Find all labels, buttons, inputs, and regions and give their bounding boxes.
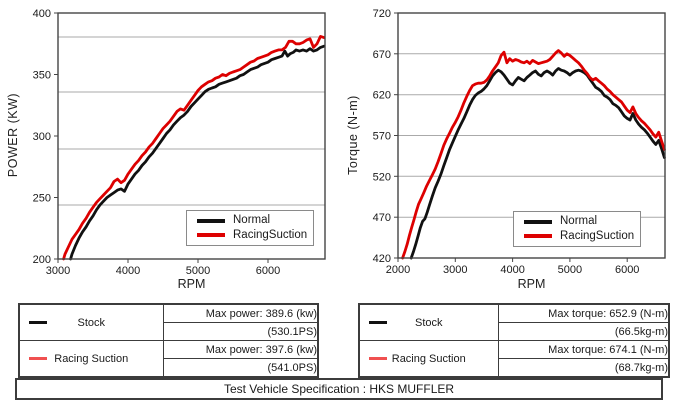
x-tick-label: 2000 <box>386 264 410 276</box>
y-tick-label: 420 <box>373 253 391 265</box>
max-power-racing: Max power: 397.6 (kw) <box>162 340 319 359</box>
torque-y-axis-title: Torque (N-m) <box>346 95 360 175</box>
series-line-racingsuction <box>401 49 666 260</box>
racing-line-swatch <box>369 357 387 360</box>
legend-item-normal: Normal <box>197 214 313 227</box>
power-y-axis-title: POWER (KW) <box>6 92 20 178</box>
normal-line-swatch <box>524 219 552 224</box>
normal-line-swatch <box>197 218 225 223</box>
y-tick-label: 520 <box>373 171 391 183</box>
test-vehicle-spec-bar: Test Vehicle Specification : HKS MUFFLER <box>15 378 663 400</box>
power-chart-canvas: 3000 4000 5000 6000 200 250 300 350 400 <box>33 8 326 277</box>
x-tick-label: 4000 <box>500 264 524 276</box>
stock-label-cell: Stock <box>358 303 499 341</box>
table-row: Stock Max torque: 652.9 (N-m) <box>358 303 670 341</box>
max-power-racing-ps: (541.0PS) <box>162 358 319 378</box>
y-tick-label: 350 <box>33 70 51 82</box>
y-tick-label: 300 <box>33 131 51 143</box>
x-tick-label: 6000 <box>615 264 639 276</box>
table-row: Stock Max power: 389.6 (kw) <box>18 303 319 341</box>
y-tick-label: 620 <box>373 90 391 102</box>
legend-item-normal: Normal <box>524 215 640 228</box>
y-tick-label: 670 <box>373 49 391 61</box>
y-tick-label: 720 <box>373 8 391 20</box>
legend-item-racingsuction: RacingSuction <box>524 229 640 243</box>
torque-x-axis-title: RPM <box>517 277 546 291</box>
torque-chart: 2000 3000 4000 5000 6000 420 470 520 570 620 670 72… <box>340 0 680 300</box>
y-tick-label: 200 <box>33 254 51 266</box>
series-line-normal <box>69 44 326 261</box>
legend-label: RacingSuction <box>560 229 635 242</box>
legend-item-racingsuction: RacingSuction <box>197 228 313 242</box>
stock-label: Stock <box>414 316 443 329</box>
power-legend: Normal RacingSuction <box>186 210 314 246</box>
racing-label: Racing Suction <box>54 352 129 365</box>
racing-line-swatch <box>29 357 47 360</box>
legend-label: Normal <box>233 214 271 226</box>
racing-label: Racing Suction <box>391 352 466 365</box>
max-power-stock-ps: (530.1PS) <box>162 322 319 341</box>
x-tick-label: 5000 <box>558 264 582 276</box>
table-row: Racing Suction Max torque: 674.1 (N-m) <box>358 340 670 378</box>
x-tick-label: 3000 <box>46 265 70 277</box>
y-tick-label: 400 <box>33 8 51 20</box>
x-tick-label: 3000 <box>443 264 467 276</box>
y-tick-label: 250 <box>33 193 51 205</box>
stock-label-cell: Stock <box>18 303 164 341</box>
table-row: Racing Suction Max power: 397.6 (kw) <box>18 340 319 378</box>
stock-label: Stock <box>77 316 105 329</box>
racing-label-cell: Racing Suction <box>358 340 499 378</box>
table-row: (541.0PS) <box>19 358 319 378</box>
racing-label-cell: Racing Suction <box>18 340 164 378</box>
max-torque-stock: Max torque: 652.9 (N-m) <box>497 303 670 323</box>
series-line-racingsuction <box>62 35 326 261</box>
x-tick-label: 4000 <box>116 265 140 277</box>
max-torque-stock-kgm: (66.5kg-m) <box>497 322 670 341</box>
y-tick-label: 470 <box>373 212 391 224</box>
y-tick-label: 570 <box>373 131 391 143</box>
x-tick-label: 5000 <box>186 265 210 277</box>
torque-chart-canvas: 2000 3000 4000 5000 6000 420 470 520 570 620 670 72… <box>373 8 666 276</box>
stock-line-swatch <box>369 321 387 324</box>
torque-legend: Normal RacingSuction <box>513 211 641 247</box>
series-line-normal <box>409 67 666 260</box>
legend-label: RacingSuction <box>233 228 308 241</box>
power-x-axis-title: RPM <box>177 277 206 291</box>
max-torque-racing: Max torque: 674.1 (N-m) <box>497 340 670 359</box>
racing-line-swatch <box>197 233 225 238</box>
stock-line-swatch <box>29 321 47 324</box>
torque-spec-table: Stock Max torque: 652.9 (N-m) (66.5kg-m)… <box>358 303 670 378</box>
power-spec-table: Stock Max power: 389.6 (kw) (530.1PS) Ra… <box>18 303 319 378</box>
legend-label: Normal <box>560 215 598 227</box>
power-chart: 3000 4000 5000 6000 200 250 300 350 400 POWER (K… <box>0 0 340 300</box>
table-row: (68.7kg-m) <box>359 358 670 378</box>
x-tick-label: 6000 <box>256 265 280 277</box>
max-torque-racing-kgm: (68.7kg-m) <box>497 358 670 378</box>
max-power-stock: Max power: 389.6 (kw) <box>162 303 319 323</box>
racing-line-swatch <box>524 234 552 239</box>
